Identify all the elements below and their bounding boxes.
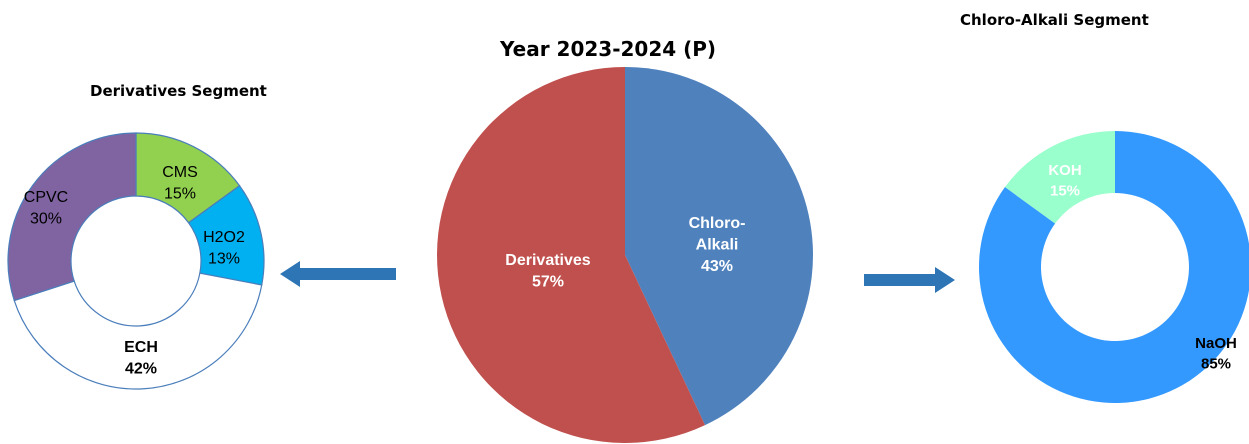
data-label-cpvc: CPVC 30% — [24, 189, 68, 228]
derivatives-chart-title: Derivatives Segment — [90, 82, 267, 100]
slice-ech — [13, 272, 263, 390]
slice-derivatives — [437, 66, 706, 444]
arrows — [280, 261, 955, 293]
arrow-left — [280, 261, 396, 287]
chloro-alkali-chart-title: Chloro-Alkali Segment — [960, 11, 1149, 29]
derivatives-donut-chart: CMS 15%H2O2 13% ECH 42% CPVC 30% — [7, 132, 265, 390]
data-label-ech: ECH 42% — [124, 339, 158, 378]
data-label-koh: KOH 15% — [1048, 162, 1081, 199]
chloro-alkali-donut-chart: NaOH 85% KOH 15% — [979, 131, 1249, 403]
slice-chloro-alkali — [625, 67, 813, 426]
slice-cpvc — [7, 132, 137, 302]
slice-naoh — [979, 131, 1249, 403]
data-label-cms: CMS 15% — [162, 164, 198, 203]
slice-koh — [1004, 131, 1115, 224]
main-chart-title: Year 2023-2024 (P) — [500, 37, 717, 61]
main-pie-chart: Chloro-Alkali 43% Derivatives 57% — [437, 66, 813, 444]
data-label-derivatives: Derivatives 57% — [505, 252, 590, 291]
data-label-naoh: NaOH 85% — [1195, 335, 1237, 372]
arrow-right — [864, 267, 955, 293]
data-label-h2o2: H2O2 13% — [203, 229, 245, 268]
data-label-chloro-alkali: Chloro-Alkali 43% — [689, 215, 746, 275]
